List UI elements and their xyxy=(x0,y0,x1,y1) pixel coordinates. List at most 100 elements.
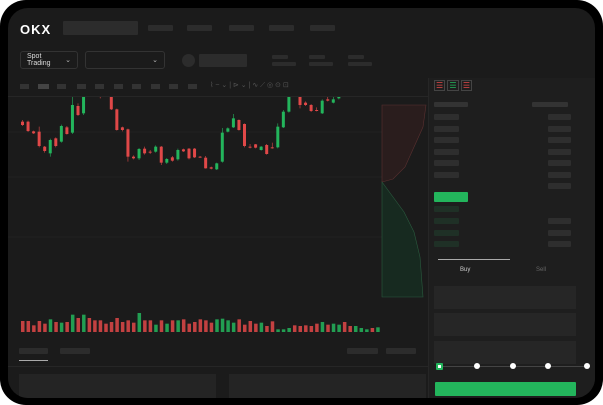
volume-bar xyxy=(237,319,241,332)
market-dropdown-label: Spot Trading xyxy=(27,53,51,67)
nav-item[interactable] xyxy=(269,25,294,31)
bid-price xyxy=(434,218,459,224)
ask-price xyxy=(434,126,459,132)
volume-bar xyxy=(298,326,302,332)
candle-body xyxy=(331,99,335,103)
tab-open-orders[interactable] xyxy=(19,348,48,354)
pair-dropdown[interactable]: ⌄ xyxy=(85,51,165,69)
filter-button[interactable] xyxy=(386,348,416,354)
candle-body xyxy=(143,148,147,154)
volume-bar xyxy=(220,318,225,332)
timeframe-button[interactable] xyxy=(77,84,86,89)
ask-price xyxy=(434,137,459,143)
nav-item[interactable] xyxy=(187,25,212,31)
chevron-down-icon: ⌄ xyxy=(65,57,71,64)
market-dropdown[interactable]: Spot Trading ⌄ xyxy=(20,51,78,69)
timeframe-button[interactable] xyxy=(169,84,178,89)
volume-bar xyxy=(65,322,69,332)
orderbook-view-toggle[interactable]: ☰ ☰ ☰ xyxy=(434,80,472,91)
stat-label xyxy=(348,55,364,59)
candlestick-chart[interactable] xyxy=(8,97,428,337)
volume-bar xyxy=(76,318,80,332)
volume-bar xyxy=(281,329,286,332)
tab-history[interactable] xyxy=(60,348,90,354)
slider-step[interactable] xyxy=(584,363,590,369)
volume-bar xyxy=(187,323,191,332)
volume-bar xyxy=(209,322,214,332)
stat-value xyxy=(272,62,296,66)
search-bar[interactable] xyxy=(63,21,138,35)
slider-step[interactable] xyxy=(510,363,516,369)
bid-price xyxy=(434,241,459,247)
orderbook-bids-icon[interactable]: ☰ xyxy=(447,80,459,91)
volume-bar xyxy=(198,319,203,332)
candle-body xyxy=(120,127,124,130)
volume-bar xyxy=(148,320,153,332)
orderbook-asks-icon[interactable]: ☰ xyxy=(460,80,472,91)
timeframe-button[interactable] xyxy=(20,84,29,89)
candle-body xyxy=(82,97,86,114)
volume-bar xyxy=(70,314,75,332)
assets-panel xyxy=(229,374,426,398)
volume-bar xyxy=(98,320,103,332)
candle-body xyxy=(220,132,224,162)
nav-item[interactable] xyxy=(310,25,335,31)
ask-size xyxy=(548,183,571,189)
ask-price xyxy=(434,149,459,155)
candle-body xyxy=(181,149,185,152)
volume-bar xyxy=(320,322,325,332)
stat-value xyxy=(348,62,372,66)
timeframe-button[interactable] xyxy=(132,84,141,89)
nav-item[interactable] xyxy=(229,25,254,31)
tab-sell[interactable]: Sell xyxy=(536,267,547,273)
timeframe-button[interactable] xyxy=(188,84,197,89)
ask-size xyxy=(548,149,571,155)
amount-input[interactable] xyxy=(434,313,576,336)
ask-size xyxy=(548,126,571,132)
candle-body xyxy=(21,121,24,125)
volume-bar xyxy=(137,313,142,332)
volume-bar xyxy=(126,320,130,332)
chart-tools-icons[interactable]: ⌇ ~ ⌄ | ⊳ ⌄ | ∿ ⟋ ◎ ⊙ ⊡ xyxy=(210,82,289,89)
filter-button[interactable] xyxy=(347,348,378,354)
bid-size xyxy=(548,241,571,247)
candle-body xyxy=(170,157,174,161)
mid-price xyxy=(434,192,468,202)
timeframe-button-active[interactable] xyxy=(38,84,49,89)
candle-body xyxy=(265,145,269,154)
orderbook-both-icon[interactable]: ☰ xyxy=(434,80,446,91)
ask-price xyxy=(434,114,459,120)
slider-step[interactable] xyxy=(474,363,480,369)
buy-button[interactable] xyxy=(435,382,576,396)
timeframe-button[interactable] xyxy=(151,84,160,89)
total-input[interactable] xyxy=(434,341,576,364)
volume-bar xyxy=(359,328,364,332)
volume-bar xyxy=(159,320,164,332)
volume-bar xyxy=(354,326,358,332)
timeframe-button[interactable] xyxy=(95,84,104,89)
volume-bar xyxy=(265,326,269,332)
stat-label xyxy=(309,55,325,59)
volume-bar xyxy=(154,324,158,332)
timeframe-button[interactable] xyxy=(114,84,123,89)
slider-handle[interactable] xyxy=(436,363,443,370)
slider-step[interactable] xyxy=(545,363,551,369)
candle-body xyxy=(198,156,202,158)
volume-bar xyxy=(120,322,125,332)
price-input[interactable] xyxy=(434,286,576,309)
tab-buy[interactable]: Buy xyxy=(460,267,471,273)
volume-bar xyxy=(243,324,247,332)
nav-item[interactable] xyxy=(148,25,173,31)
volume-bar xyxy=(181,319,186,332)
candle-body xyxy=(187,148,191,159)
divider xyxy=(8,366,428,367)
orders-panel xyxy=(19,374,216,398)
timeframe-button[interactable] xyxy=(57,84,66,89)
chevron-down-icon: ⌄ xyxy=(152,57,158,64)
volume-bar xyxy=(165,323,169,332)
buy-tab-indicator xyxy=(438,259,510,260)
bid-size xyxy=(548,230,571,236)
volume-bar xyxy=(365,329,369,332)
candle-body xyxy=(254,144,258,148)
